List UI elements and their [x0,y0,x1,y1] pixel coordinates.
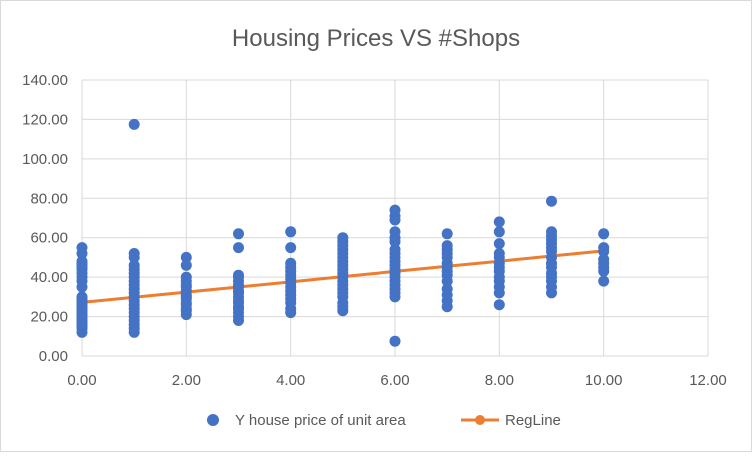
scatter-point [493,238,505,250]
legend-marker-scatter [207,414,219,426]
scatter-point [180,271,192,283]
x-tick-label: 10.00 [585,372,623,389]
scatter-point [493,299,505,311]
x-tick-label: 2.00 [172,372,201,389]
scatter-point [493,226,505,238]
scatter-point [389,204,401,216]
scatter-point [76,291,88,303]
y-tick-label: 140.00 [22,72,68,89]
scatter-point [76,242,88,254]
x-tick-label: 12.00 [689,372,727,389]
legend: Y house price of unit area RegLine [207,412,561,429]
scatter-point [598,253,610,265]
y-tick-label: 100.00 [22,151,68,168]
legend-label-scatter: Y house price of unit area [235,412,406,429]
y-tick-label: 20.00 [30,309,68,326]
scatter-point [493,248,505,259]
scatter-point [441,240,453,252]
scatter-point [233,269,244,281]
scatter-point [598,275,610,287]
x-tick-label: 4.00 [276,372,305,389]
y-tick-label: 60.00 [30,230,68,247]
scatter-point [389,244,401,255]
legend-label-regline: RegLine [505,412,561,429]
legend-marker-regline-dot [475,415,485,425]
scatter-point [441,283,453,295]
y-tick-label: 40.00 [30,269,68,286]
legend-item-scatter: Y house price of unit area [207,412,406,429]
x-tick-label: 8.00 [485,372,514,389]
axis-tick-labels: 0.00 2.00 4.00 6.00 8.00 10.00 12.00 0.00 20.00 4… [22,72,727,389]
scatter-point [233,228,244,240]
scatter-point [180,259,192,271]
scatter-point [128,259,140,271]
scatter-point [546,226,557,238]
scatter-point [337,232,349,244]
y-tick-label: 120.00 [22,111,68,128]
scatter-point [128,118,140,130]
scatter-point [389,226,401,238]
scatter-point [389,335,401,347]
scatter-point [441,228,453,240]
scatter-point [180,251,192,263]
x-tick-label: 6.00 [380,372,409,389]
x-tick-label: 0.00 [67,372,96,389]
chart-title: Housing Prices VS #Shops [232,25,520,52]
scatter-point [546,195,557,207]
scatter-point [76,255,88,267]
scatter-point [128,248,140,259]
scatter-point [285,242,297,254]
scatter-point [493,216,505,228]
scatter-point [598,242,610,254]
scatter-point [285,226,297,238]
scatter-point [233,242,244,254]
legend-item-regline: RegLine [461,412,561,429]
y-tick-label: 0.00 [39,348,68,365]
scatter-series [76,118,610,347]
scatter-point [285,257,297,269]
y-tick-label: 80.00 [30,190,68,207]
scatter-point [598,228,610,240]
